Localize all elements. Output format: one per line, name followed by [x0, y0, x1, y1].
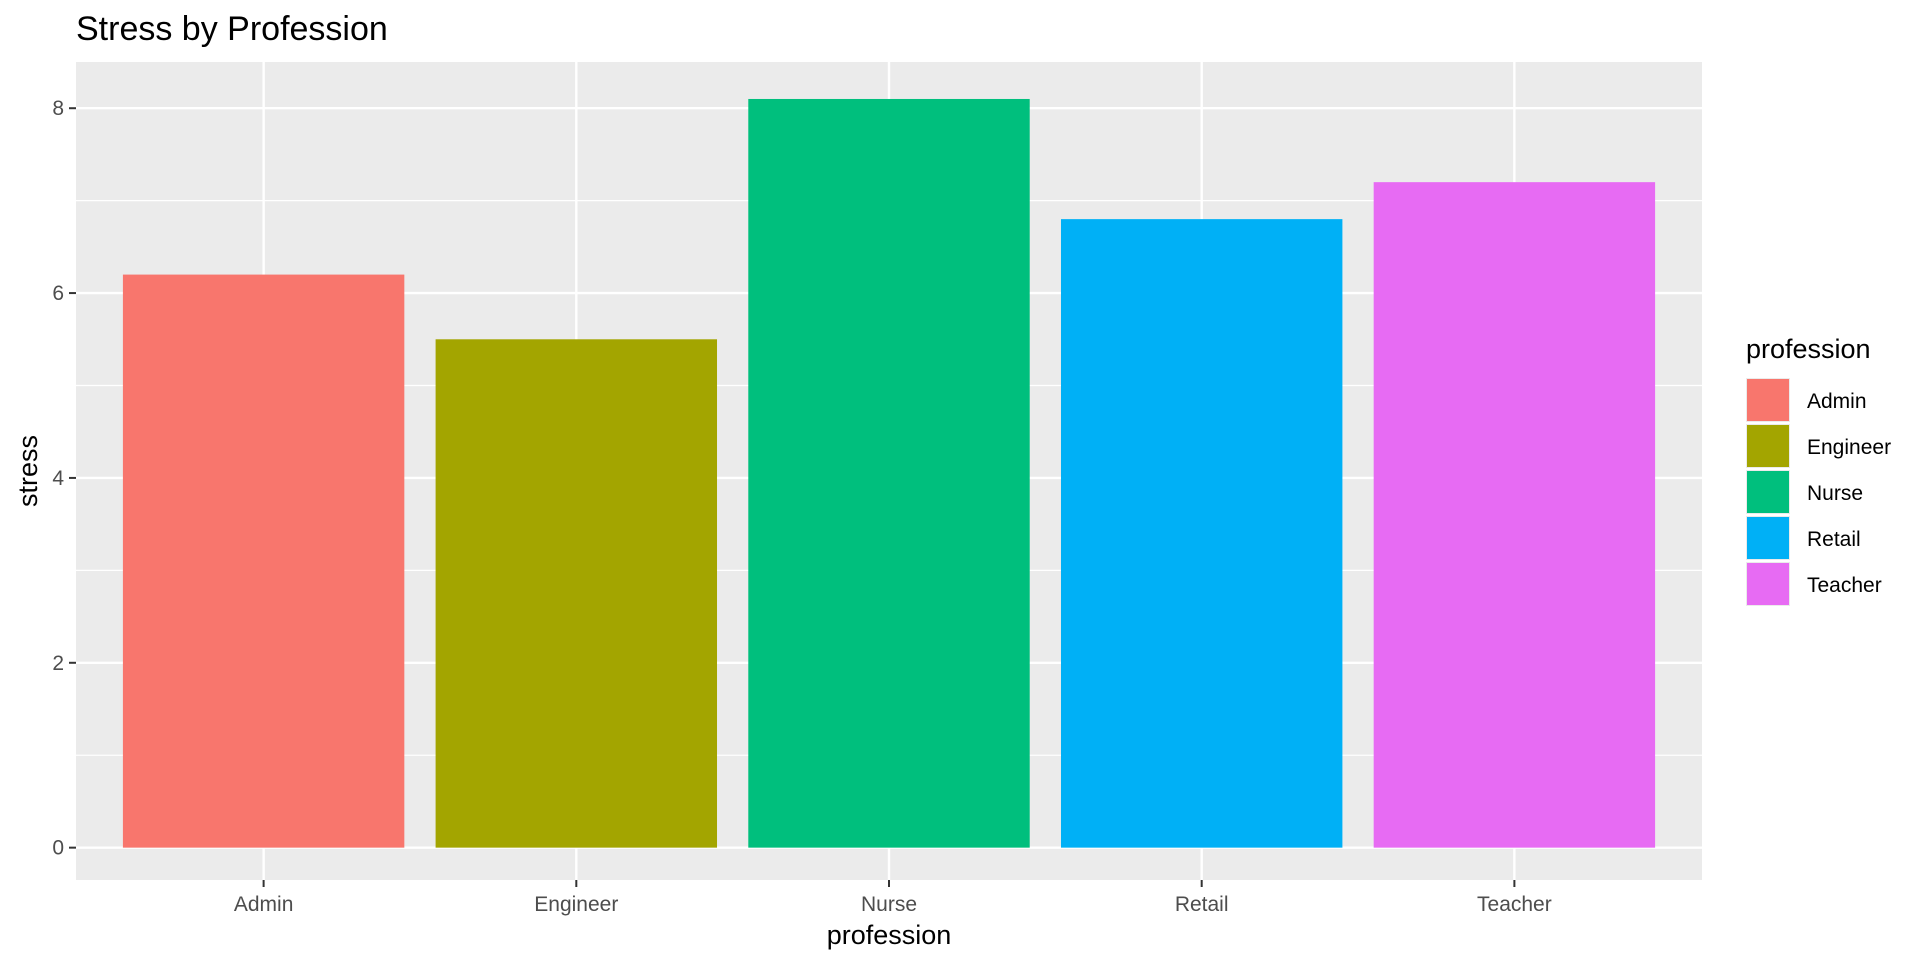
legend-swatch-nurse: [1747, 471, 1789, 513]
legend-title: profession: [1746, 334, 1871, 364]
legend: profession Admin Engineer Nurse Retail Teach…: [1746, 334, 1891, 606]
axes: 0 2 4 6 8 Admin Engineer Nurse Retail Teacher: [52, 97, 1551, 916]
x-tick-label: Retail: [1175, 893, 1229, 916]
x-tick-label: Nurse: [861, 893, 917, 916]
legend-label: Retail: [1807, 528, 1861, 551]
y-tick-label: 4: [52, 467, 64, 490]
legend-swatch-engineer: [1747, 425, 1789, 467]
bar-retail: [1060, 219, 1343, 848]
x-axis-title: profession: [827, 920, 952, 950]
bar-engineer: [435, 339, 718, 848]
y-tick-label: 6: [52, 282, 64, 305]
legend-swatch-admin: [1747, 379, 1789, 421]
legend-label: Teacher: [1807, 574, 1882, 597]
bar-nurse: [748, 98, 1030, 848]
x-tick-label: Teacher: [1477, 893, 1552, 916]
legend-swatch-retail: [1747, 517, 1789, 559]
bar-teacher: [1373, 182, 1656, 848]
y-tick-label: 0: [52, 837, 64, 860]
y-tick-label: 2: [52, 652, 64, 675]
bars: [122, 98, 1656, 848]
x-tick-label: Engineer: [534, 893, 618, 916]
chart-title: Stress by Profession: [76, 10, 388, 48]
bar-admin: [122, 274, 405, 848]
y-axis-title: stress: [13, 435, 43, 507]
x-tick-label: Admin: [234, 893, 294, 916]
y-tick-label: 8: [52, 97, 64, 120]
legend-label: Admin: [1807, 390, 1867, 413]
legend-swatch-teacher: [1747, 563, 1789, 605]
legend-label: Engineer: [1807, 436, 1891, 459]
legend-label: Nurse: [1807, 482, 1863, 505]
